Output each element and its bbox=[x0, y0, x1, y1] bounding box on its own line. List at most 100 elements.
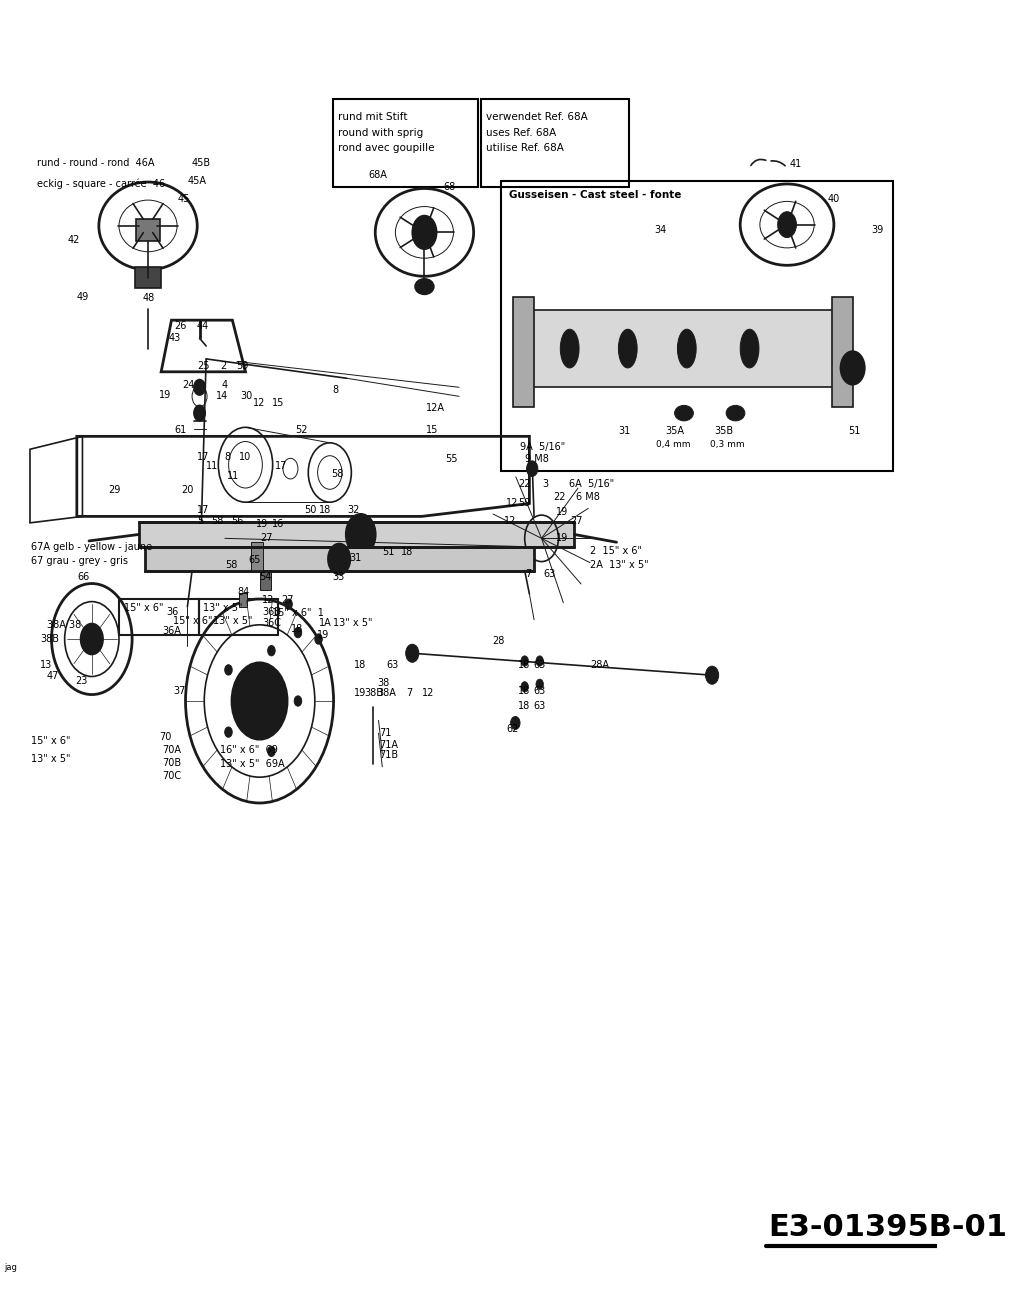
Text: 33: 33 bbox=[332, 572, 345, 582]
Text: verwendet Ref. 68A: verwendet Ref. 68A bbox=[486, 112, 588, 123]
Text: 19: 19 bbox=[354, 688, 366, 698]
Text: 13" x 5"  69A: 13" x 5" 69A bbox=[220, 759, 285, 769]
Text: utilise Ref. 68A: utilise Ref. 68A bbox=[486, 143, 565, 154]
Ellipse shape bbox=[677, 329, 697, 368]
Text: 18: 18 bbox=[518, 701, 530, 711]
Text: jag: jag bbox=[5, 1263, 18, 1272]
Text: round with sprig: round with sprig bbox=[338, 128, 423, 138]
Text: 50: 50 bbox=[304, 505, 317, 515]
Circle shape bbox=[526, 461, 538, 476]
Text: 40: 40 bbox=[828, 194, 840, 204]
Text: 45B: 45B bbox=[191, 158, 211, 168]
Text: 62: 62 bbox=[506, 724, 518, 735]
Circle shape bbox=[294, 696, 301, 706]
Text: rond avec goupille: rond avec goupille bbox=[338, 143, 434, 154]
Circle shape bbox=[778, 212, 797, 238]
Text: 13" x 5": 13" x 5" bbox=[31, 754, 70, 764]
Text: 59: 59 bbox=[236, 361, 249, 372]
Circle shape bbox=[80, 624, 103, 655]
Text: 10: 10 bbox=[239, 452, 251, 462]
Text: 6 M8: 6 M8 bbox=[576, 492, 600, 502]
Text: 13" x 5": 13" x 5" bbox=[213, 616, 252, 626]
Text: 71B: 71B bbox=[380, 750, 398, 760]
Text: 15" x 6": 15" x 6" bbox=[173, 616, 213, 626]
Ellipse shape bbox=[560, 329, 579, 368]
Text: rund - round - rond  46A: rund - round - rond 46A bbox=[37, 158, 155, 168]
Circle shape bbox=[536, 656, 544, 666]
Text: 36A: 36A bbox=[162, 626, 181, 636]
Text: 56: 56 bbox=[231, 516, 244, 527]
Text: 19: 19 bbox=[555, 533, 568, 544]
Circle shape bbox=[294, 627, 301, 638]
Bar bbox=[119, 599, 198, 635]
Text: 42: 42 bbox=[67, 235, 79, 245]
Text: 4: 4 bbox=[221, 380, 227, 390]
Text: 35B: 35B bbox=[714, 426, 733, 436]
Text: 84: 84 bbox=[237, 587, 250, 598]
Bar bbox=[481, 99, 628, 187]
Bar bbox=[239, 593, 248, 607]
Text: 18: 18 bbox=[354, 660, 366, 670]
Text: 26: 26 bbox=[174, 321, 187, 332]
Text: 6A  5/16": 6A 5/16" bbox=[569, 479, 614, 489]
Text: 41: 41 bbox=[789, 159, 802, 169]
Ellipse shape bbox=[727, 405, 745, 421]
Bar bbox=[260, 571, 270, 590]
Text: 68: 68 bbox=[443, 182, 455, 192]
Text: 18: 18 bbox=[518, 686, 530, 696]
Text: 23: 23 bbox=[75, 676, 88, 687]
Circle shape bbox=[247, 683, 272, 719]
Ellipse shape bbox=[415, 279, 433, 294]
Text: 66: 66 bbox=[77, 572, 90, 582]
Text: 27: 27 bbox=[260, 533, 273, 544]
Text: 7: 7 bbox=[524, 569, 530, 580]
Text: 45A: 45A bbox=[188, 176, 206, 186]
Text: 71: 71 bbox=[380, 728, 392, 738]
Text: 38: 38 bbox=[378, 678, 390, 688]
Text: 61: 61 bbox=[174, 425, 187, 435]
Text: 63: 63 bbox=[534, 660, 545, 670]
Text: 30: 30 bbox=[240, 391, 253, 402]
Text: 31: 31 bbox=[350, 553, 362, 563]
Text: 12: 12 bbox=[253, 398, 265, 408]
Text: 18: 18 bbox=[401, 547, 413, 558]
Circle shape bbox=[225, 727, 232, 737]
Circle shape bbox=[225, 665, 232, 675]
Circle shape bbox=[194, 380, 205, 395]
Circle shape bbox=[706, 666, 718, 684]
Circle shape bbox=[536, 679, 544, 689]
Text: 32: 32 bbox=[348, 505, 360, 515]
Text: 37: 37 bbox=[173, 686, 186, 696]
Text: 3: 3 bbox=[543, 479, 549, 489]
Text: 22: 22 bbox=[518, 479, 530, 489]
Text: 58: 58 bbox=[211, 516, 223, 527]
Text: 28A: 28A bbox=[590, 660, 609, 670]
Text: 22: 22 bbox=[553, 492, 566, 502]
Text: 8: 8 bbox=[332, 385, 338, 395]
Ellipse shape bbox=[675, 405, 694, 421]
Text: 59: 59 bbox=[518, 498, 530, 509]
Circle shape bbox=[521, 656, 528, 666]
Text: 35A: 35A bbox=[666, 426, 684, 436]
Text: 39: 39 bbox=[871, 225, 883, 235]
Text: 11: 11 bbox=[206, 461, 219, 471]
Bar bbox=[332, 99, 478, 187]
Text: 58: 58 bbox=[330, 469, 343, 479]
Text: rund mit Stift: rund mit Stift bbox=[338, 112, 408, 123]
Bar bbox=[251, 542, 263, 571]
Circle shape bbox=[267, 746, 276, 757]
Text: 2: 2 bbox=[220, 361, 226, 372]
Text: 54: 54 bbox=[259, 572, 271, 582]
Text: 29: 29 bbox=[107, 485, 120, 496]
Text: 5: 5 bbox=[197, 516, 203, 527]
Text: 17: 17 bbox=[197, 505, 209, 515]
Text: 19: 19 bbox=[159, 390, 171, 400]
Text: 19: 19 bbox=[317, 630, 329, 640]
Bar bbox=[527, 310, 846, 387]
Bar bbox=[138, 522, 575, 547]
Text: 48: 48 bbox=[142, 293, 155, 303]
Text: 38B: 38B bbox=[40, 634, 59, 644]
Text: 12: 12 bbox=[422, 688, 434, 698]
Text: 2A  13" x 5": 2A 13" x 5" bbox=[590, 560, 649, 571]
Text: 49: 49 bbox=[76, 292, 89, 302]
